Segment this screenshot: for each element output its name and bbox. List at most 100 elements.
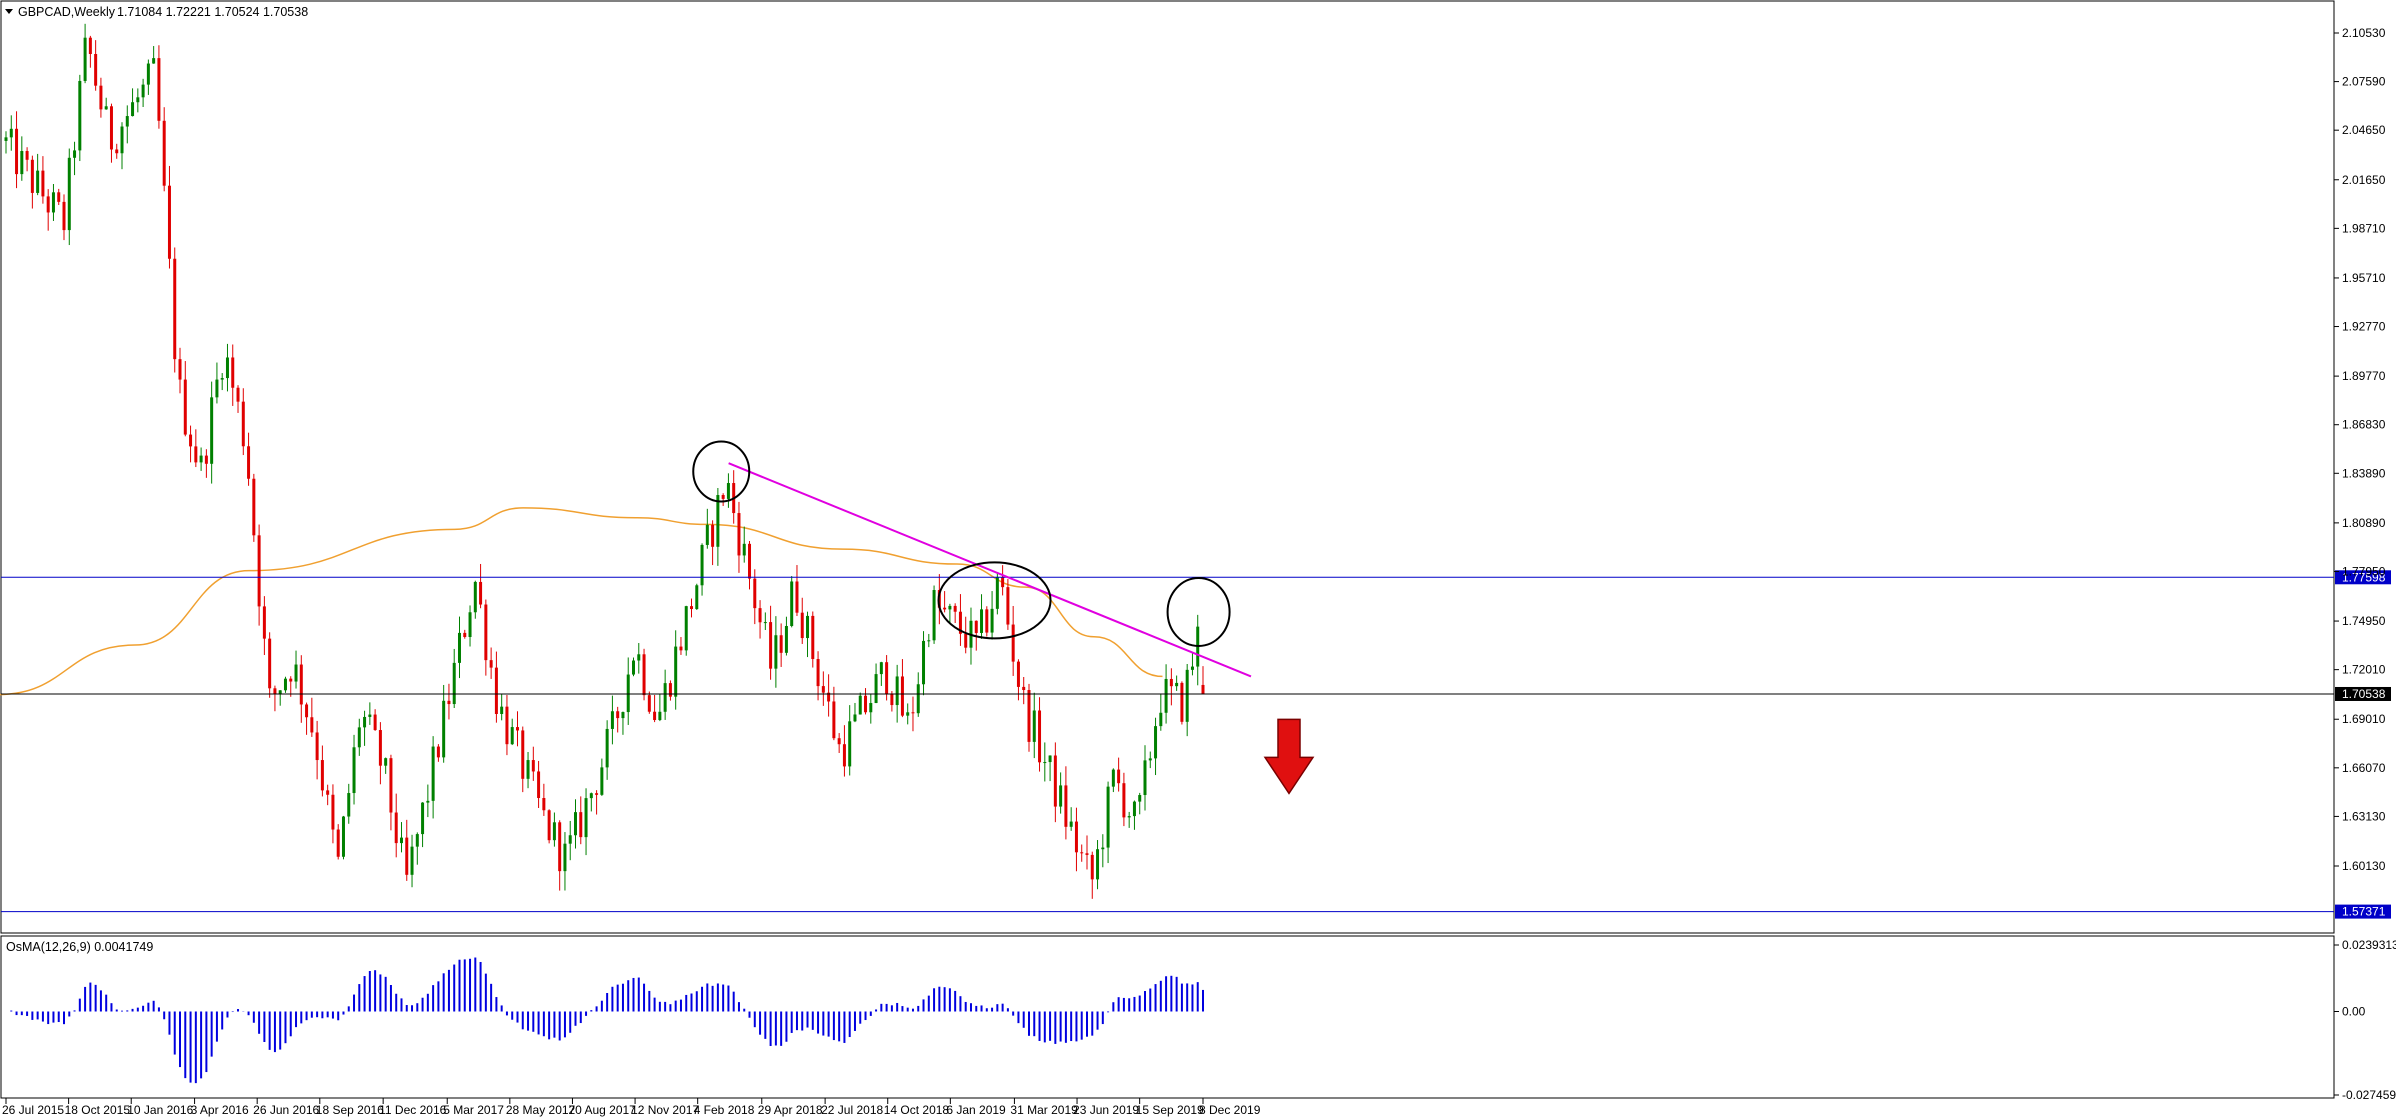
candle-bull bbox=[20, 151, 24, 175]
candle-bull bbox=[848, 721, 852, 767]
highlight-circle bbox=[692, 440, 751, 503]
candle-bear bbox=[373, 714, 377, 731]
candle-bull bbox=[431, 746, 435, 801]
price-tick-label: 1.60130 bbox=[2342, 859, 2386, 873]
candle-bear bbox=[595, 793, 599, 795]
price-tick-label: 1.69010 bbox=[2342, 712, 2386, 726]
candle-bear bbox=[447, 700, 451, 705]
price-tick-label: 1.89770 bbox=[2342, 369, 2386, 383]
highlight-circle bbox=[937, 561, 1052, 640]
candle-bull bbox=[357, 727, 361, 748]
price-tick-label: 1.95710 bbox=[2342, 271, 2386, 285]
candle-bull bbox=[1111, 769, 1115, 787]
time-tick-label: 20 Aug 2017 bbox=[568, 1103, 636, 1117]
candle-bear bbox=[436, 746, 440, 758]
time-tick-label: 10 Jan 2016 bbox=[127, 1103, 193, 1117]
candle-bear bbox=[711, 524, 715, 547]
symbol-label: GBPCAD,Weekly bbox=[18, 5, 116, 19]
candle-bear bbox=[262, 606, 266, 639]
candle-bull bbox=[716, 495, 720, 547]
candle-bull bbox=[763, 622, 767, 624]
candle-bull bbox=[674, 646, 678, 697]
candle-bull bbox=[1164, 678, 1168, 713]
candle-bull bbox=[663, 683, 667, 712]
candle-bull bbox=[131, 102, 135, 117]
candle-bull bbox=[637, 654, 641, 661]
candle-bull bbox=[104, 106, 108, 110]
candle-bull bbox=[563, 843, 567, 872]
candle-bull bbox=[352, 747, 356, 794]
candle-bull bbox=[995, 576, 999, 609]
candle-bear bbox=[1022, 686, 1026, 691]
candle-bear bbox=[1016, 661, 1020, 687]
candle-bear bbox=[231, 357, 235, 388]
candle-bear bbox=[46, 196, 50, 213]
candle-bull bbox=[1069, 821, 1073, 827]
time-tick-label: 22 Jul 2018 bbox=[821, 1103, 883, 1117]
candle-bull bbox=[526, 760, 530, 779]
candle-bear bbox=[800, 612, 804, 639]
candle-bear bbox=[299, 664, 303, 705]
candle-bull bbox=[869, 703, 873, 713]
candle-bear bbox=[653, 711, 657, 721]
candle-bear bbox=[115, 149, 119, 154]
price-tick-label: 2.04650 bbox=[2342, 123, 2386, 137]
candle-bull bbox=[1132, 801, 1136, 817]
price-badge bbox=[2335, 904, 2391, 919]
candle-bear bbox=[668, 683, 672, 697]
candle-bull bbox=[705, 524, 709, 545]
ohlc-values: 1.71084 1.72221 1.70524 1.70538 bbox=[117, 5, 308, 19]
candle-bull bbox=[473, 581, 477, 613]
candle-bear bbox=[99, 85, 103, 110]
candle-bear bbox=[1074, 821, 1078, 853]
candle-bear bbox=[479, 581, 483, 605]
candle-bear bbox=[252, 478, 256, 536]
candle-bear bbox=[1006, 587, 1010, 625]
candle-bull bbox=[726, 483, 730, 499]
candle-bull bbox=[700, 544, 704, 586]
price-tick-label: 1.80890 bbox=[2342, 516, 2386, 530]
candle-bull bbox=[67, 157, 71, 231]
osma-tick-label: 0.0239313 bbox=[2342, 938, 2396, 952]
candle-bear bbox=[779, 635, 783, 653]
candle-bear bbox=[173, 258, 177, 360]
candle-bear bbox=[25, 151, 29, 160]
candle-bear bbox=[679, 646, 683, 651]
candle-bear bbox=[1001, 576, 1005, 588]
candle-bull bbox=[1032, 710, 1036, 742]
candle-bull bbox=[363, 716, 367, 728]
candle-bear bbox=[890, 693, 894, 706]
candle-bear bbox=[811, 615, 815, 660]
candle-bear bbox=[15, 128, 19, 175]
candle-bear bbox=[88, 37, 92, 54]
candle-bear bbox=[642, 654, 646, 696]
osma-histogram-layer bbox=[10, 957, 1204, 1084]
candle-bull bbox=[120, 126, 124, 154]
time-tick-label: 23 Jun 2019 bbox=[1073, 1103, 1139, 1117]
candle-bear bbox=[241, 401, 245, 447]
candle-bear bbox=[331, 794, 335, 830]
candle-bull bbox=[210, 397, 214, 464]
candle-bull bbox=[1138, 795, 1142, 802]
candle-bear bbox=[257, 535, 261, 607]
candle-bull bbox=[73, 150, 77, 158]
candle-bear bbox=[1027, 690, 1031, 742]
candle-bear bbox=[558, 822, 562, 872]
osma-pane-border bbox=[0, 935, 2335, 1099]
candle-bear bbox=[494, 667, 498, 714]
candle-bull bbox=[1143, 760, 1147, 796]
candle-bear bbox=[579, 812, 583, 838]
candle-bear bbox=[378, 730, 382, 766]
time-tick-label: 26 Jul 2015 bbox=[2, 1103, 64, 1117]
candle-bull bbox=[452, 662, 456, 705]
candle-bear bbox=[178, 359, 182, 380]
candle-bear bbox=[1011, 624, 1015, 662]
candle-bear bbox=[183, 379, 187, 435]
candle-bear bbox=[521, 730, 525, 779]
dropdown-triangle-icon[interactable] bbox=[5, 9, 13, 14]
candle-bull bbox=[51, 192, 55, 213]
candle-bull bbox=[774, 635, 778, 669]
candle-bull bbox=[83, 37, 87, 81]
candle-bull bbox=[468, 612, 472, 638]
